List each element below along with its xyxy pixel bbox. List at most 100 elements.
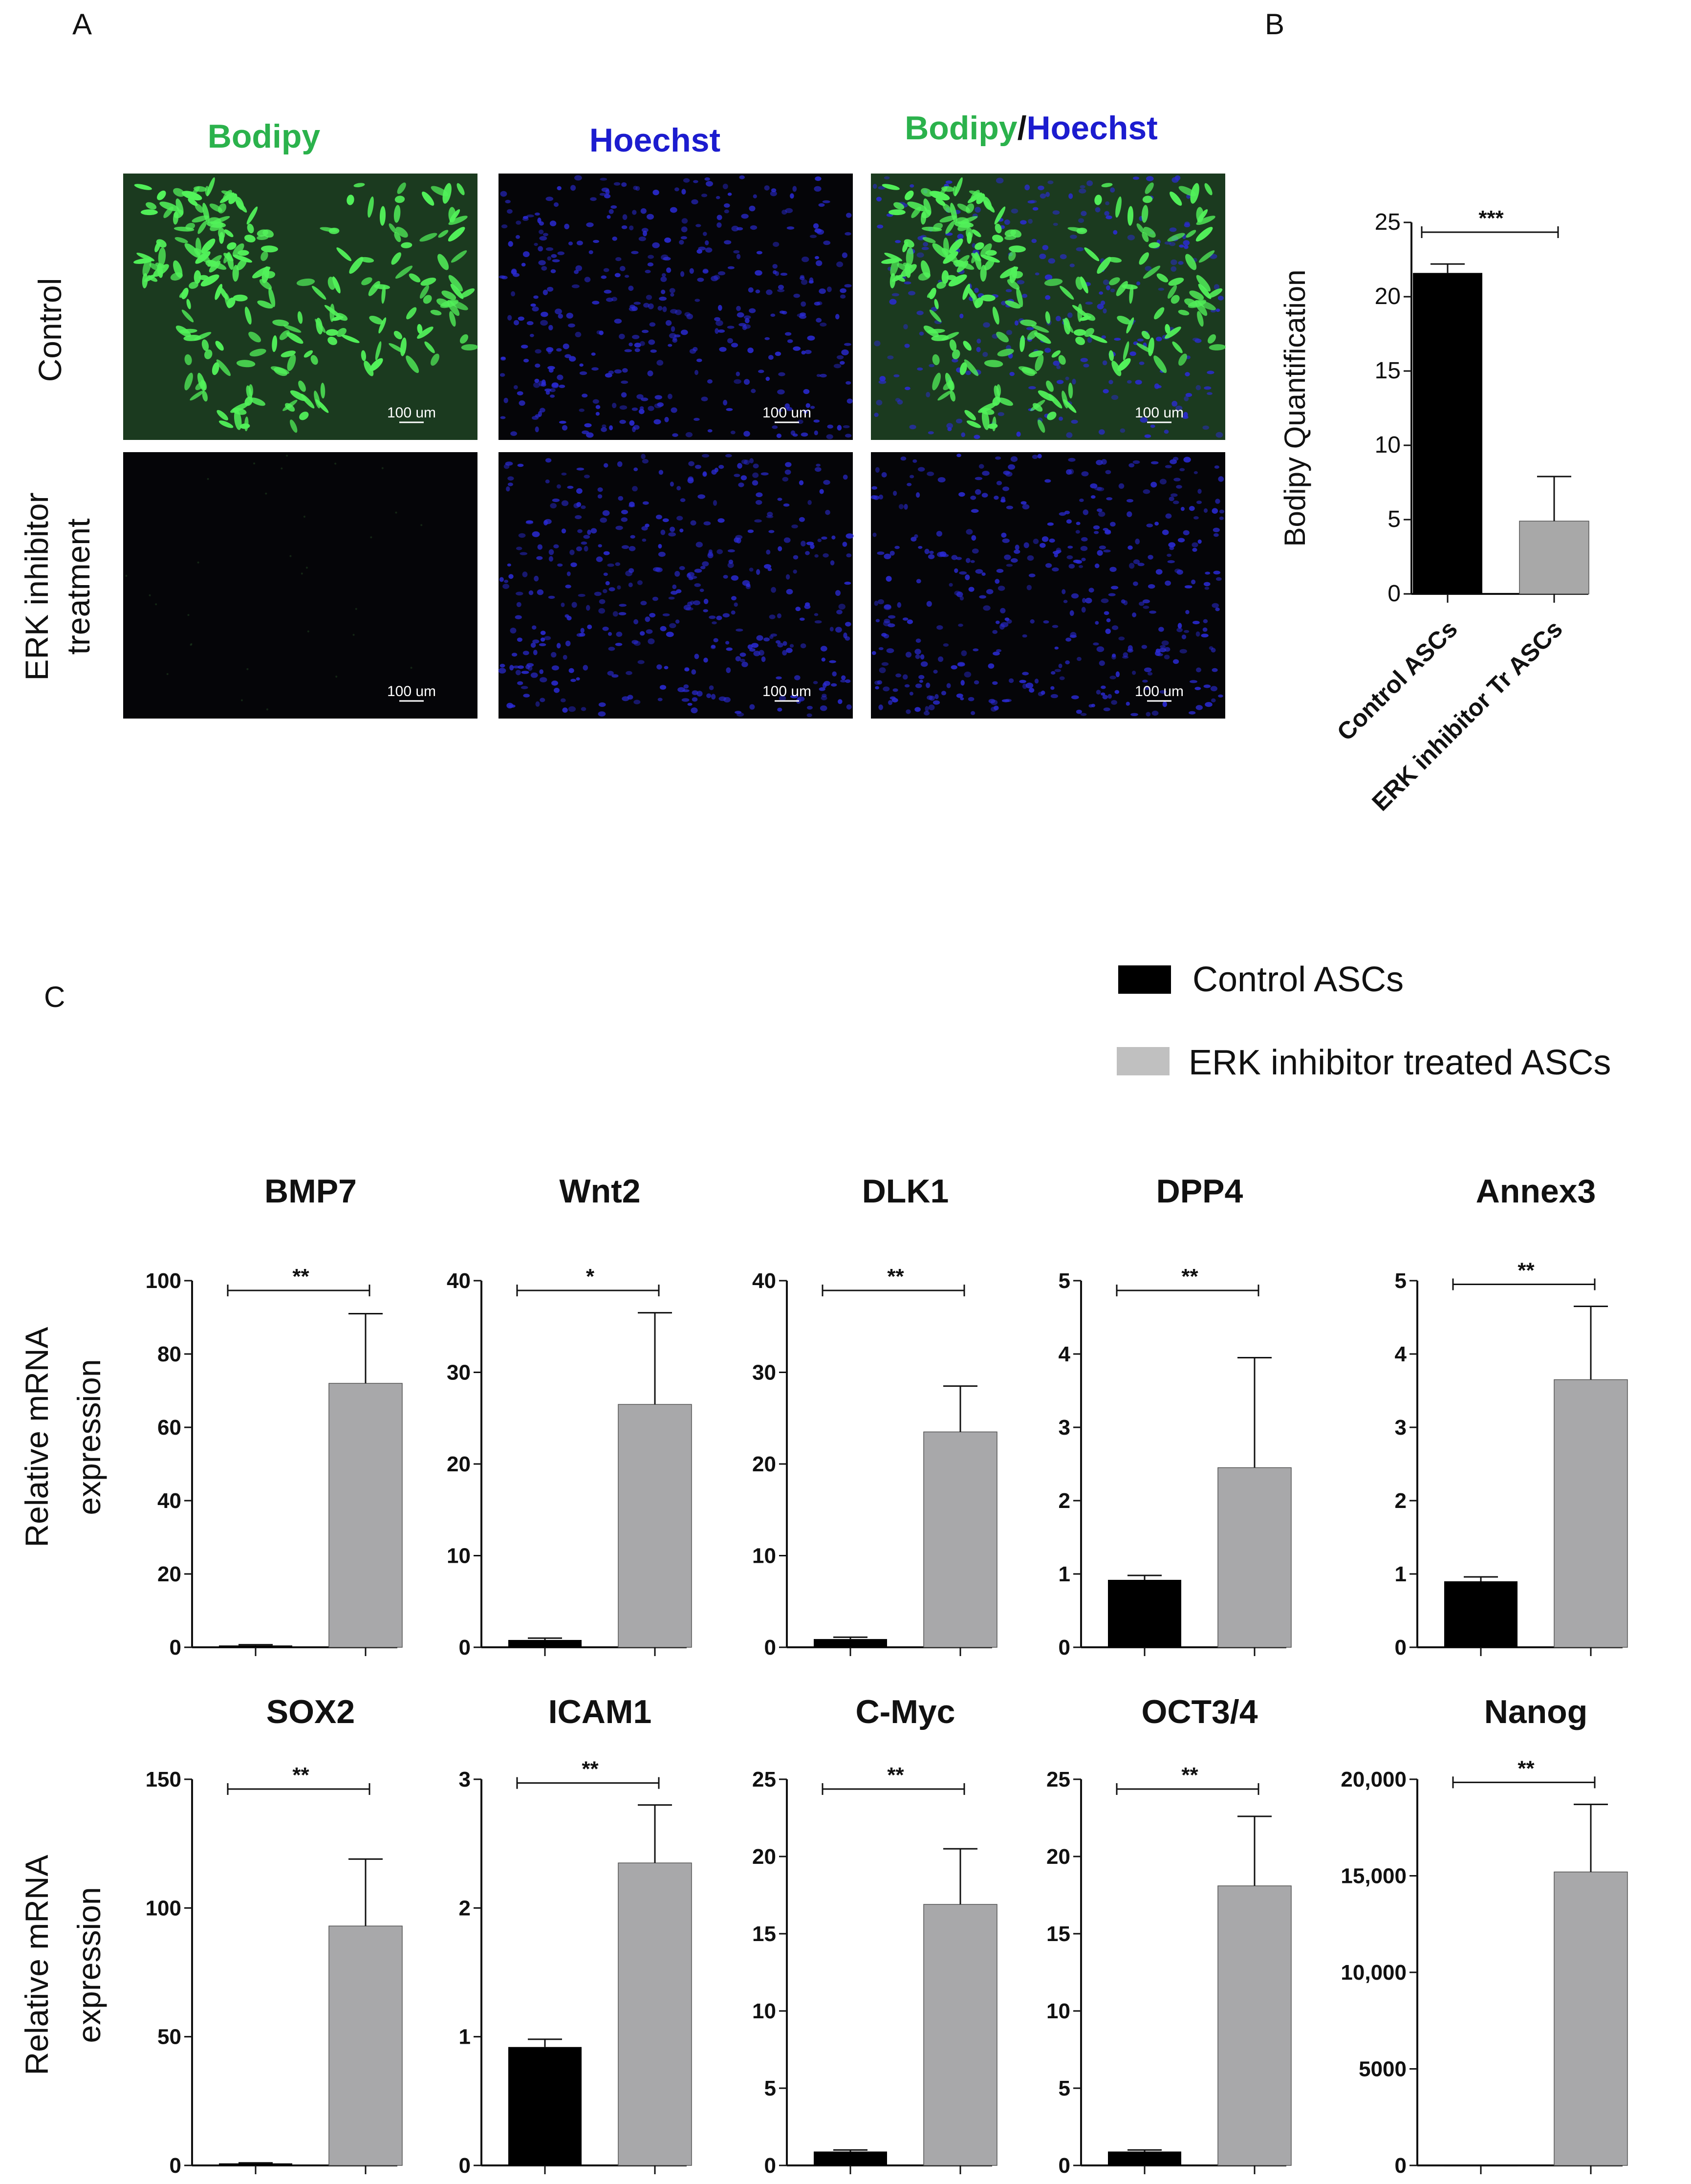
nucleus-dot [542,289,548,295]
nucleus-dot [706,693,712,699]
nucleus-dot [684,667,690,671]
nucleus-dot [931,306,937,312]
nucleus-dot [1028,218,1033,224]
bar-treated [328,1925,403,2166]
nucleus-dot [565,640,571,647]
nucleus-dot [1164,241,1171,245]
nucleus-dot [1184,630,1190,633]
nucleus-dot [874,340,881,347]
nucleus-dot [658,470,664,475]
nucleus-dot [730,431,736,435]
lipid-droplet-cell [1198,250,1215,263]
nucleus-dot [978,464,984,469]
nucleus-dot [1193,516,1199,520]
nucleus-dot [1159,648,1167,653]
nucleus-dot [1126,701,1130,706]
nucleus-dot [716,549,723,554]
nucleus-dot [761,656,766,662]
nucleus-dot [669,288,675,293]
nucleus-dot [662,518,669,523]
nucleus-dot [822,694,827,698]
micrograph-r2-c3: 100 um [870,452,1225,719]
scale-bar-label: 100 um [1135,405,1184,421]
nucleus-dot [561,500,569,506]
lipid-droplet-cell [1141,330,1150,340]
nucleus-dot [553,544,559,548]
nucleus-dot [1042,245,1049,250]
nucleus-dot [711,694,716,700]
nucleus-dot [1211,698,1216,702]
nucleus-dot [751,643,759,648]
nucleus-dot [723,575,728,579]
y-tick-label: 100 [146,1896,181,1920]
nucleus-dot [649,322,656,327]
nucleus-dot [810,406,815,409]
nucleus-dot [971,535,976,541]
nucleus-dot [661,254,669,261]
nucleus-dot [1104,211,1109,216]
panel-letter-b: B [1265,8,1284,41]
nucleus-dot [674,187,679,192]
lipid-droplet-cell [1165,324,1171,334]
nucleus-dot [875,467,880,473]
nucleus-dot [1002,538,1010,543]
nucleus-dot [996,177,1004,184]
nucleus-dot [1171,493,1178,497]
faint-signal-dot [303,516,305,518]
lipid-droplet-cell [364,360,374,376]
y-tick-label: 0 [459,2154,471,2178]
nucleus-dot [548,556,553,562]
nucleus-dot [932,700,940,705]
nucleus-dot [1176,485,1182,489]
nucleus-dot [680,271,685,277]
nucleus-dot [672,338,677,343]
lipid-droplet-cell [980,408,995,415]
nucleus-dot [810,544,815,549]
nucleus-dot [626,671,632,675]
nucleus-dot [604,289,612,294]
nucleus-dot [558,313,564,319]
nucleus-dot [520,686,528,689]
nucleus-dot [679,566,685,570]
nucleus-dot [694,299,700,302]
nucleus-dot [1127,499,1133,502]
nucleus-dot [1014,549,1020,554]
nucleus-dot [915,654,920,659]
nucleus-dot [671,326,675,332]
nucleus-dot [1034,678,1039,684]
lipid-droplet-cell [170,272,183,281]
nucleus-dot [629,546,636,551]
lipid-droplet-cell [1034,332,1051,344]
lipid-droplet-cell [980,254,1000,263]
nucleus-dot [776,676,782,679]
nucleus-dot [741,459,748,464]
nucleus-dot [707,429,713,433]
nucleus-dot [659,296,667,301]
nucleus-dot [1181,634,1187,639]
nucleus-dot [1049,538,1055,543]
lipid-droplet-cell [257,229,269,237]
nucleus-dot [968,587,975,592]
lipid-droplet-cell [349,257,364,274]
nucleus-dot [518,533,526,538]
nucleus-dot [773,270,777,275]
nucleus-dot [1038,185,1044,191]
nucleus-dot [662,613,670,616]
nucleus-dot [827,424,833,429]
lipid-droplet-cell [227,242,237,250]
lipid-droplet-cell [997,349,1014,357]
nucleus-dot [1215,432,1223,438]
nucleus-dot [879,376,886,382]
nucleus-dot [660,626,667,632]
nucleus-dot [638,409,645,415]
nucleus-dot [1215,308,1220,312]
nucleus-dot [737,312,744,318]
bar-treated [328,1383,403,1648]
nucleus-dot [1151,710,1159,716]
nucleus-dot [1047,180,1054,184]
nucleus-dot [1076,522,1081,525]
chart-title: DPP4 [1156,1173,1243,1210]
nucleus-dot [687,573,691,578]
lipid-droplet-cell [218,420,234,428]
